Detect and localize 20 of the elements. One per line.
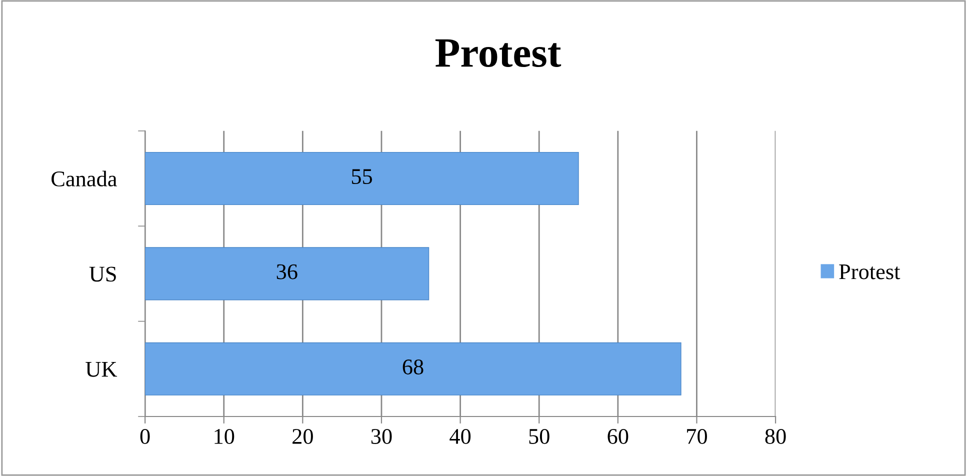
bar — [145, 342, 682, 396]
data-label: 68 — [402, 359, 424, 374]
bar — [145, 247, 430, 300]
data-label: 55 — [352, 169, 372, 184]
x-tick-label: 40 — [450, 428, 471, 444]
x-tick-label: 10 — [214, 428, 234, 444]
y-tick-label: UK — [86, 362, 118, 377]
y-tick-label: Canada — [52, 170, 117, 186]
x-tick-label: 30 — [371, 428, 392, 444]
legend-label: Protest — [839, 264, 900, 280]
x-tick-label: 70 — [687, 428, 707, 444]
x-tick-label: 60 — [608, 428, 628, 444]
chart-title: Protest — [435, 39, 562, 68]
data-label: 36 — [276, 264, 298, 280]
x-tick-label: 50 — [529, 428, 550, 444]
x-tick-label: 80 — [765, 428, 786, 444]
y-tick-label: US — [89, 266, 116, 282]
x-tick-label: 0 — [140, 428, 150, 444]
x-tick-label: 20 — [292, 428, 313, 444]
bar — [145, 152, 579, 206]
